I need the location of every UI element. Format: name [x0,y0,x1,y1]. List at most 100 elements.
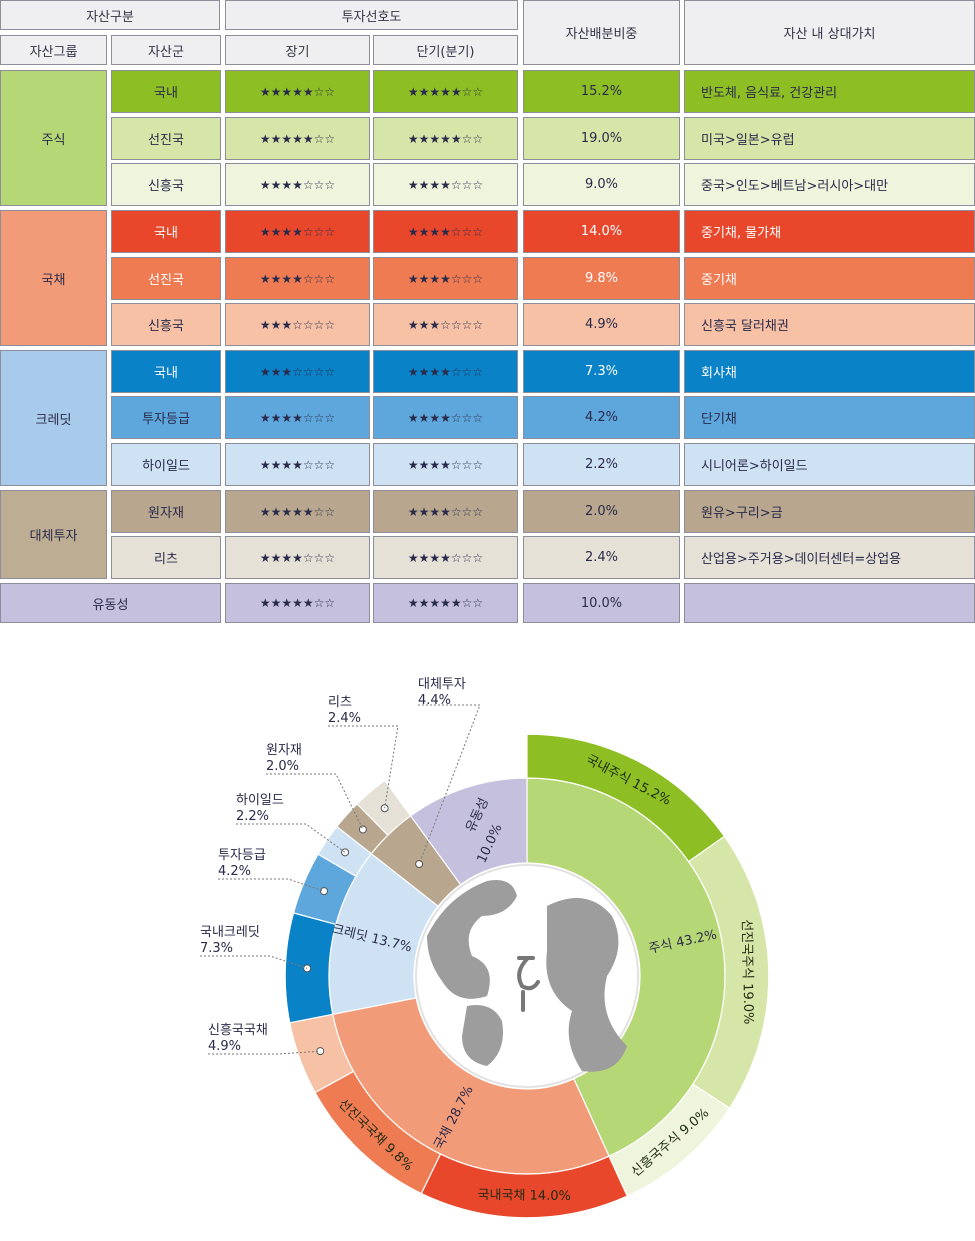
relative-value-cell: 회사채 [684,350,975,393]
callout-name-2: 국내크레딧 [200,925,260,940]
relative-value-cell: 중기채, 물가채 [684,210,975,253]
callout-value-6: 2.4% [328,711,361,726]
header-relative-value: 자산 내 상대가치 [684,0,975,65]
asset-allocation-donut-chart: 국내주식 15.2%선진국주식 19.0%신흥국주식 9.0%국내국채 14.0… [200,677,770,1219]
callout-name-6: 리츠 [328,695,352,710]
long-term-rating: ★★★★☆☆☆ [225,536,370,579]
callout-value-4: 2.2% [236,809,269,824]
short-term-rating: ★★★★☆☆☆ [373,257,518,300]
callout-name-7: 대체투자 [418,677,466,692]
short-term-rating: ★★★★☆☆☆ [373,443,518,486]
allocation-weight: 9.0% [523,163,680,206]
short-term-rating: ★★★★★☆☆ [373,117,518,160]
chart-outline [284,733,770,1219]
relative-value-cell: 미국>일본>유럽 [684,117,975,160]
header-asset-group: 자산그룹 [0,35,107,65]
header-weight: 자산배분비중 [523,0,680,65]
asset-class-cell: 국내 [111,70,221,113]
outer-label-4: 국내국채 14.0% [478,1188,571,1204]
callout-line-6 [328,725,399,809]
asset-class-cell: 원자재 [111,490,221,533]
callout-value-1: 4.9% [208,1039,241,1054]
short-term-rating: ★★★★☆☆☆ [373,536,518,579]
short-term-rating: ★★★★★☆☆ [373,70,518,113]
allocation-weight: 19.0% [523,117,680,160]
asset-group-1: 주식 [0,70,107,206]
header-preference: 투자선호도 [225,0,518,30]
header-asset-class: 자산군 [111,35,221,65]
allocation-weight: 4.9% [523,303,680,346]
asset-group-2: 국채 [0,210,107,346]
allocation-weight: 2.0% [523,490,680,533]
allocation-weight: 2.2% [523,443,680,486]
short-term-rating: ★★★★☆☆☆ [373,163,518,206]
callout-name-1: 신흥국국채 [208,1023,268,1038]
long-term-rating: ★★★☆☆☆☆ [225,303,370,346]
liquidity-relative-value [684,583,975,623]
header-short-term: 단기(분기) [373,35,518,65]
allocation-weight: 9.8% [523,257,680,300]
long-term-rating: ★★★★☆☆☆ [225,396,370,439]
callout-name-3: 투자등급 [218,848,266,863]
callout-line-4 [236,823,346,853]
short-term-rating: ★★★★☆☆☆ [373,210,518,253]
callout-line-5 [266,773,364,830]
long-term-rating: ★★★★★☆☆ [225,490,370,533]
header-classification: 자산구분 [0,0,220,30]
callout-dot-4 [341,848,350,857]
liquidity-weight: 10.0% [523,583,680,623]
relative-value-cell: 반도체, 음식료, 건강관리 [684,70,975,113]
callout-line-3 [218,878,325,892]
callout-line-1 [208,1050,321,1055]
callout-name-4: 하이일드 [236,793,284,808]
callout-line-7 [418,704,481,865]
relative-value-cell: 신흥국 달러채권 [684,303,975,346]
allocation-weight: 14.0% [523,210,680,253]
asset-class-cell: 투자등급 [111,396,221,439]
asset-class-cell: 신흥국 [111,163,221,206]
long-term-rating: ★★★☆☆☆☆ [225,350,370,393]
asset-group-3: 크레딧 [0,350,107,486]
callout-name-5: 원자재 [266,743,302,758]
relative-value-cell: 시니어론>하이일드 [684,443,975,486]
center-logo-icon [517,956,540,1012]
callout-line-2 [200,955,308,969]
short-term-rating: ★★★★☆☆☆ [373,396,518,439]
long-term-rating: ★★★★★☆☆ [225,117,370,160]
callout-dot-5 [358,825,367,834]
outer-label-2: 선진국주식 19.0% [738,919,755,1024]
relative-value-cell: 산업용>주거용>데이터센터=상업용 [684,536,975,579]
asset-class-cell: 하이일드 [111,443,221,486]
long-term-rating: ★★★★☆☆☆ [225,257,370,300]
asset-class-cell: 국내 [111,210,221,253]
allocation-weight: 4.2% [523,396,680,439]
relative-value-cell: 중기채 [684,257,975,300]
globe-continent-americas [427,880,517,999]
allocation-weight: 2.4% [523,536,680,579]
relative-value-cell: 중국>인도>베트남>러시아>대만 [684,163,975,206]
asset-class-cell: 리츠 [111,536,221,579]
short-term-rating: ★★★★☆☆☆ [373,350,518,393]
callout-value-2: 7.3% [200,941,233,956]
callout-value-3: 4.2% [218,864,251,879]
long-term-rating: ★★★★☆☆☆ [225,443,370,486]
globe-continent-africa [546,898,627,1072]
callout-value-5: 2.0% [266,759,299,774]
long-term-rating: ★★★★☆☆☆ [225,210,370,253]
asset-class-cell: 선진국 [111,257,221,300]
liquidity-label: 유동성 [0,583,221,623]
allocation-weight: 15.2% [523,70,680,113]
long-term-rating: ★★★★★☆☆ [225,70,370,113]
asset-class-cell: 국내 [111,350,221,393]
globe-continent-south-america [462,1005,503,1066]
relative-value-cell: 원유>구리>금 [684,490,975,533]
relative-value-cell: 단기채 [684,396,975,439]
short-term-rating: ★★★☆☆☆☆ [373,303,518,346]
asset-class-cell: 신흥국 [111,303,221,346]
asset-class-cell: 선진국 [111,117,221,160]
header-long-term: 장기 [225,35,370,65]
callout-value-7: 4.4% [418,693,451,708]
liquidity-long-term: ★★★★★☆☆ [225,583,370,623]
short-term-rating: ★★★★☆☆☆ [373,490,518,533]
liquidity-short-term: ★★★★★☆☆ [373,583,518,623]
